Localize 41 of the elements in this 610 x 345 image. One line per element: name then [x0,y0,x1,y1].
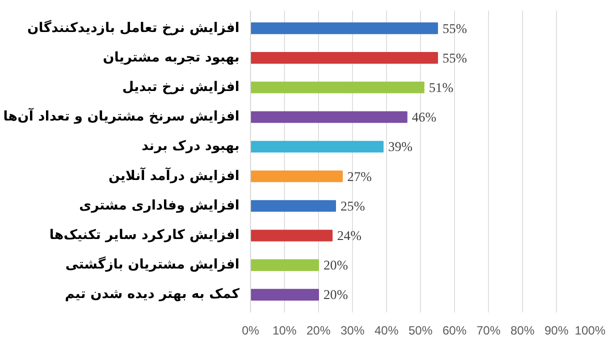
data-label: 20% [324,287,348,302]
x-tick-label: 10% [272,324,297,338]
y-tick-label: افزایش وفاداری مشتری [79,198,240,214]
y-tick-label: افزایش سرنخ مشتریان و تعداد آن‌ها [3,108,240,125]
x-tick-label: 50% [408,324,433,338]
bar [250,170,343,182]
bar [250,111,408,123]
x-tick-label: 20% [306,324,331,338]
x-tick-label: 0% [242,324,260,338]
data-label: 51% [428,80,454,95]
data-label: 27% [347,168,372,184]
x-tick-label: 70% [476,324,501,338]
x-tick-label: 30% [340,324,365,338]
data-label: 55% [442,20,467,36]
x-tick-label: 80% [510,324,535,338]
data-label: 46% [412,110,436,125]
bar [250,52,438,64]
y-tick-label: بهبود درک برند [142,139,240,154]
bar [250,22,438,34]
y-tick-label: افزایش درآمد آنلاین [108,166,240,184]
x-tick-label: 90% [544,324,569,338]
bar [250,230,333,242]
y-tick-label: افزایش نرخ تعامل بازدیدکنندگان [27,18,240,36]
x-tick-label: 100% [574,324,606,338]
bar [250,82,424,94]
y-tick-label: بهبود تجربه مشتریان [102,50,240,66]
data-label: 20% [324,258,348,273]
bar [250,259,319,271]
x-tick-label: 40% [374,324,399,338]
data-label: 25% [340,198,365,214]
y-tick-label: افزایش نرخ تبدیل [122,80,240,95]
x-tick-label: 60% [442,324,467,338]
y-tick-label: افزایش مشتریان بازگشتی [65,256,240,273]
y-tick-label: افزایش کارکرد سایر تکنیک‌ها [49,228,240,244]
data-label: 39% [388,139,413,154]
data-label: 55% [442,50,467,66]
bar [250,200,336,212]
y-tick-label: کمک به بهتر دیده شدن تیم [64,287,240,302]
data-label: 24% [337,228,362,244]
bar [250,288,319,301]
bar [250,140,384,153]
